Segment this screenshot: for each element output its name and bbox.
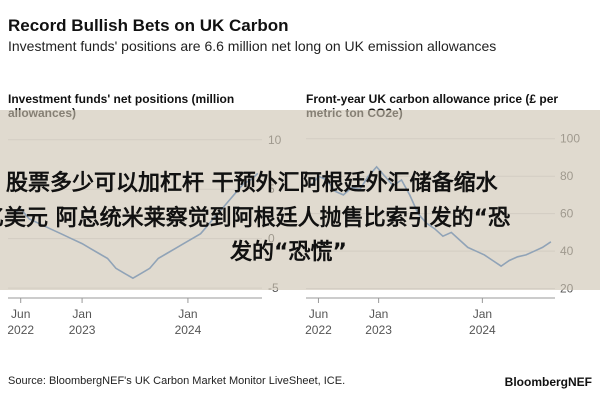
left-chart-x-tick-label: Jan: [72, 307, 91, 321]
page-title: Record Bullish Bets on UK Carbon: [8, 16, 289, 35]
left-chart-x-tick-year: 2023: [69, 323, 96, 337]
right-chart-x-tick-label: Jun: [309, 307, 328, 321]
right-chart-x-tick-year: 2022: [305, 323, 332, 337]
overlay-banner: 股票多少可以加杠杆 干预外汇阿根廷外汇储备缩水 亿美元 阿总统米莱察觉到阿根廷人…: [0, 110, 600, 290]
source-note: Source: BloombergNEF's UK Carbon Market …: [8, 375, 346, 387]
overlay-line-3: 发的“恐慌”: [230, 240, 347, 265]
right-chart-x-tick-label: Jan: [369, 307, 388, 321]
right-chart-x-tick-year: 2023: [365, 323, 392, 337]
right-chart-x-tick-label: Jan: [473, 307, 492, 321]
left-chart-x-tick-label: Jun: [11, 307, 30, 321]
right-chart-x-tick-year: 2024: [469, 323, 496, 337]
overlay-line-2: 亿美元 阿总统米莱察觉到阿根廷人抛售比索引发的“恐: [0, 206, 511, 231]
brand-logo: BloombergNEF: [504, 375, 592, 389]
page-subtitle: Investment funds' positions are 6.6 mill…: [8, 38, 497, 54]
overlay-line-1: 股票多少可以加杠杆 干预外汇阿根廷外汇储备缩水: [6, 171, 498, 196]
left-chart-x-tick-year: 2024: [175, 323, 202, 337]
left-chart-x-tick-year: 2022: [7, 323, 34, 337]
left-chart-x-tick-label: Jan: [178, 307, 197, 321]
